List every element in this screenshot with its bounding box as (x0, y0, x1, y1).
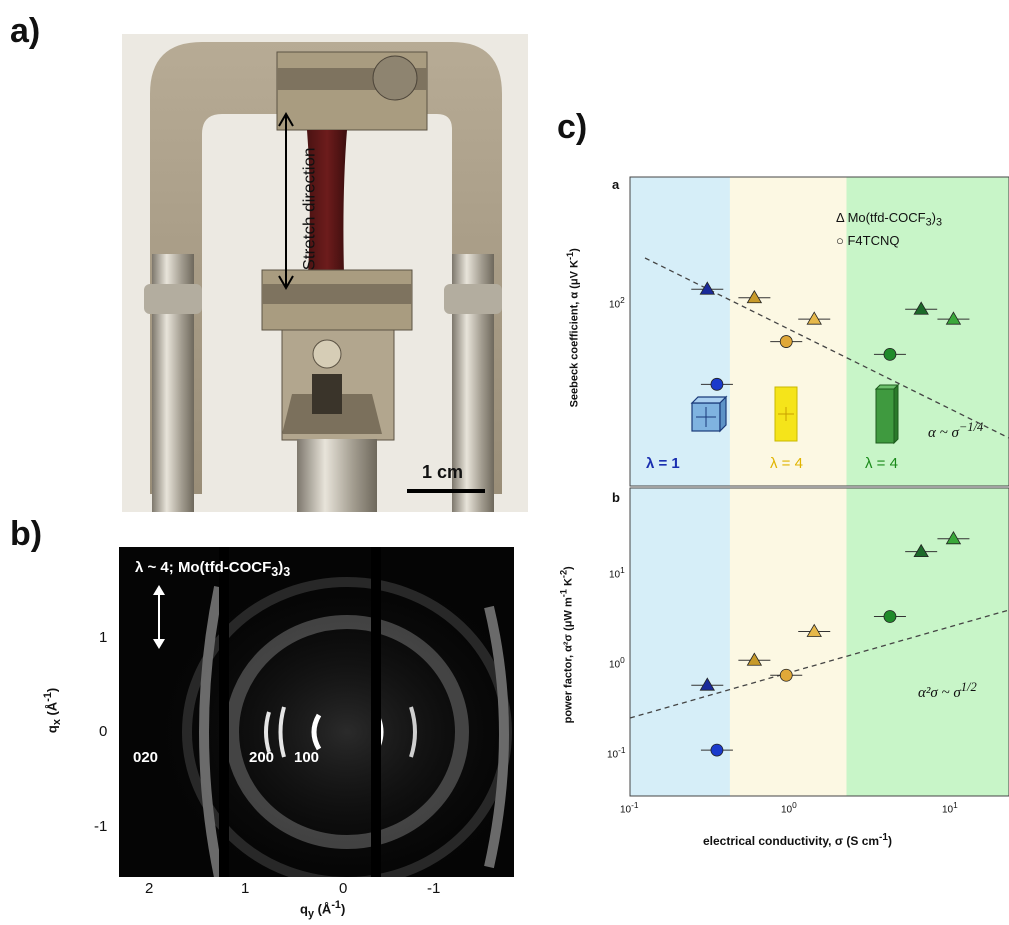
seebeck-point-circle-0-marker (710, 377, 724, 391)
pf-fit-line (629, 609, 1009, 719)
pf-point-triangle-1-marker (746, 652, 763, 666)
panel-label-c: c) (557, 108, 588, 146)
waxs-title: λ ~ 4; Mo(tfd-COCF3)3 (135, 559, 291, 579)
isotropic-cube-icon (690, 395, 728, 433)
seebeck-point-triangle-3-marker (913, 301, 929, 315)
region-label-3: λ = 4 (865, 455, 898, 472)
waxs-rings (119, 547, 514, 877)
seebeck-y-label: Seebeck coefficient, α (μV K-1) (564, 248, 581, 408)
scale-bar-label: 1 cm (422, 462, 464, 482)
pf-point-triangle-0-marker (699, 677, 715, 691)
panel-label-b: b) (10, 515, 43, 553)
pf-point-circle-1-marker (779, 668, 793, 682)
seebeck-point-triangle-0-marker (699, 281, 715, 295)
qx-tick-neg1: -1 (94, 818, 108, 835)
qy-tick-2: 2 (145, 880, 154, 897)
seebeck-fit-label: α ~ σ−1/4 (928, 420, 984, 441)
stretcher-illustration (122, 34, 528, 512)
power-factor-plot-frame (629, 487, 1009, 797)
stretcher-photo: Stretch direction 1 cm (122, 34, 528, 512)
green-rod-icon (874, 383, 900, 445)
yellow-rod-icon (774, 386, 798, 442)
seebeck-point-triangle-4-marker (945, 311, 962, 325)
waxs-pattern: λ ~ 4; Mo(tfd-COCF3)3 020 200 100 (119, 547, 514, 877)
pf-point-circle-2-marker (883, 610, 897, 623)
subpanel-a-label: a (612, 177, 620, 192)
pf-ytick-neg1: 10-1 (607, 745, 626, 761)
seebeck-point-triangle-2-marker (806, 311, 822, 325)
peak-label-020: 020 (133, 749, 159, 766)
pf-region-2 (729, 488, 847, 796)
seebeck-point-circle-1-marker (779, 335, 793, 348)
region-label-2: λ = 4 (770, 455, 803, 472)
qy-tick-0: 0 (339, 880, 348, 897)
qy-tick-1: 1 (241, 880, 250, 897)
subpanel-b-label: b (612, 490, 620, 505)
x-tick-0: 100 (781, 800, 797, 816)
legend-mo: Δ Mo(tfd-COCF3)3 (836, 210, 942, 229)
seebeck-point-circle-2-marker (883, 347, 897, 361)
pf-point-triangle-2-marker (806, 623, 822, 637)
qy-axis-label: qy (Å-1) (300, 899, 346, 920)
x-tick-1: 101 (942, 800, 958, 816)
region-label-1: λ = 1 (646, 455, 680, 472)
seebeck-plot-frame (629, 176, 1009, 487)
pf-region-1 (630, 488, 730, 796)
pf-region-3 (846, 488, 1009, 796)
pf-point-triangle-3-marker (913, 543, 929, 558)
seebeck-point-triangle-1-marker (746, 289, 763, 304)
pf-point-circle-0-marker (710, 743, 724, 757)
seebeck-ytick: 102 (609, 295, 625, 311)
seebeck-region-1 (630, 177, 730, 486)
panel-label-a: a) (10, 12, 41, 50)
pf-fit-label: α²σ ~ σ1/2 (918, 680, 977, 701)
x-tick-neg1: 10-1 (620, 800, 639, 816)
qx-tick-1: 1 (99, 629, 108, 646)
legend-f4tcnq: ○ F4TCNQ (836, 233, 900, 248)
qx-tick-0: 0 (99, 723, 108, 740)
peak-label-200: 200 (249, 749, 275, 766)
peak-label-100: 100 (294, 749, 320, 766)
pf-y-label: power factor, α²σ (μW m-1 K-2) (558, 566, 575, 724)
x-axis-label: electrical conductivity, σ (S cm-1) (703, 832, 892, 848)
pf-point-triangle-4-marker (945, 531, 962, 545)
seebeck-region-3 (846, 177, 1009, 486)
pf-ytick-0: 100 (609, 655, 625, 671)
qy-tick-neg1: -1 (427, 880, 441, 897)
pf-ytick-1: 101 (609, 565, 625, 581)
